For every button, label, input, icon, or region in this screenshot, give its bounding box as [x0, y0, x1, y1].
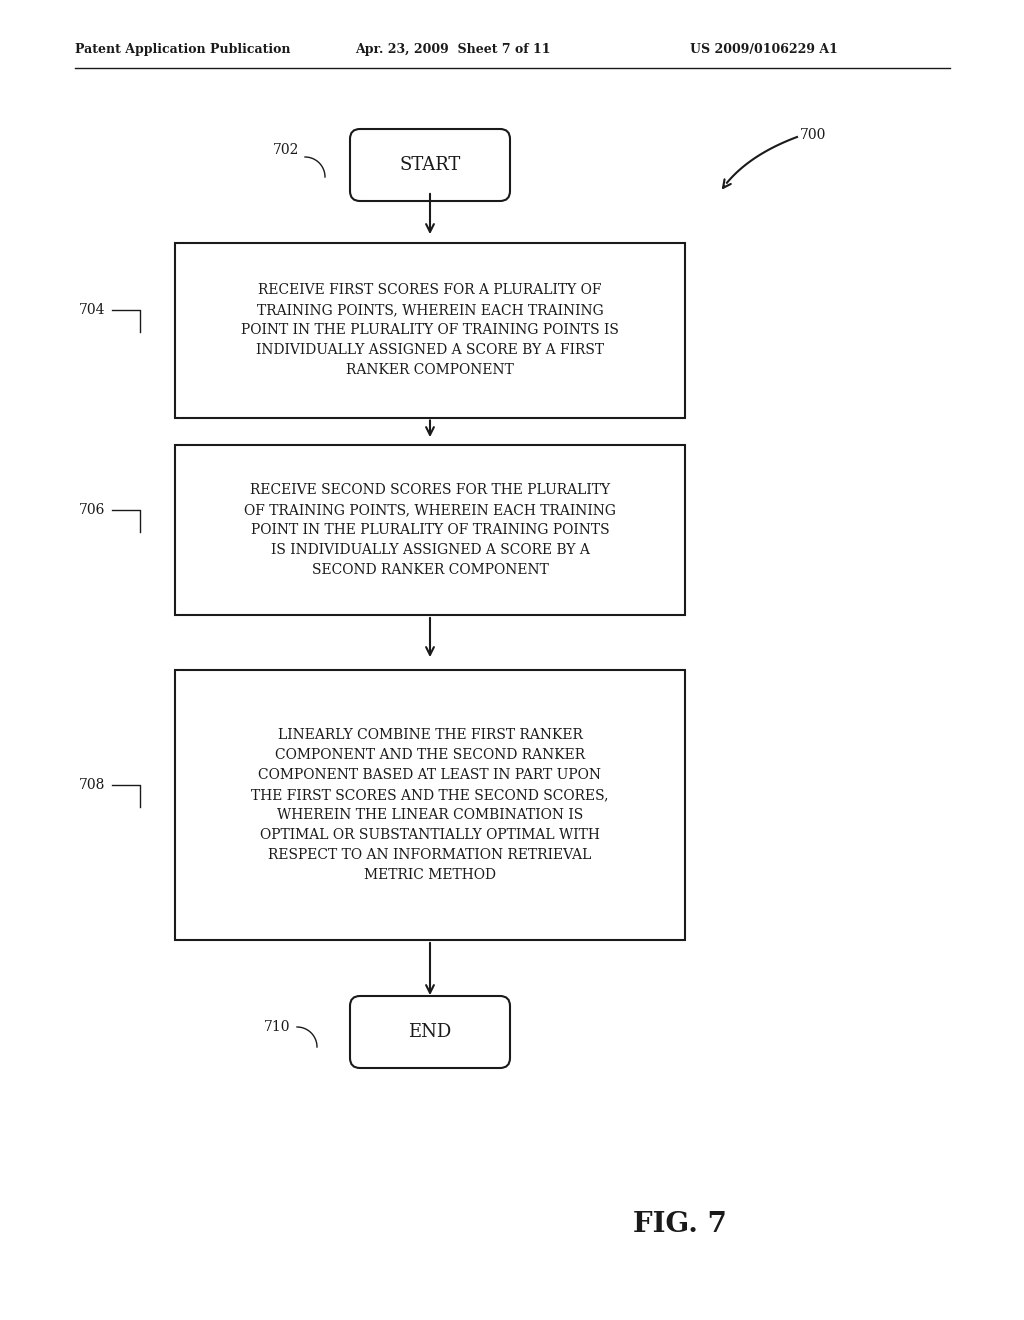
FancyBboxPatch shape	[350, 997, 510, 1068]
Text: 702: 702	[272, 143, 299, 157]
Text: Patent Application Publication: Patent Application Publication	[75, 44, 291, 57]
Text: LINEARLY COMBINE THE FIRST RANKER
COMPONENT AND THE SECOND RANKER
COMPONENT BASE: LINEARLY COMBINE THE FIRST RANKER COMPON…	[251, 727, 608, 882]
Text: 706: 706	[79, 503, 105, 517]
Bar	[175, 243, 685, 417]
Bar	[175, 445, 685, 615]
Text: 708: 708	[79, 777, 105, 792]
FancyBboxPatch shape	[350, 129, 510, 201]
Text: 700: 700	[800, 128, 826, 143]
Text: RECEIVE SECOND SCORES FOR THE PLURALITY
OF TRAINING POINTS, WHEREIN EACH TRAININ: RECEIVE SECOND SCORES FOR THE PLURALITY …	[244, 483, 616, 577]
Text: 704: 704	[79, 304, 105, 317]
Text: FIG. 7: FIG. 7	[633, 1212, 727, 1238]
Text: RECEIVE FIRST SCORES FOR A PLURALITY OF
TRAINING POINTS, WHEREIN EACH TRAINING
P: RECEIVE FIRST SCORES FOR A PLURALITY OF …	[241, 282, 618, 378]
Text: Apr. 23, 2009  Sheet 7 of 11: Apr. 23, 2009 Sheet 7 of 11	[355, 44, 551, 57]
Text: END: END	[409, 1023, 452, 1041]
Text: US 2009/0106229 A1: US 2009/0106229 A1	[690, 44, 838, 57]
Text: START: START	[399, 156, 461, 174]
Bar	[175, 671, 685, 940]
Text: 710: 710	[263, 1020, 290, 1034]
